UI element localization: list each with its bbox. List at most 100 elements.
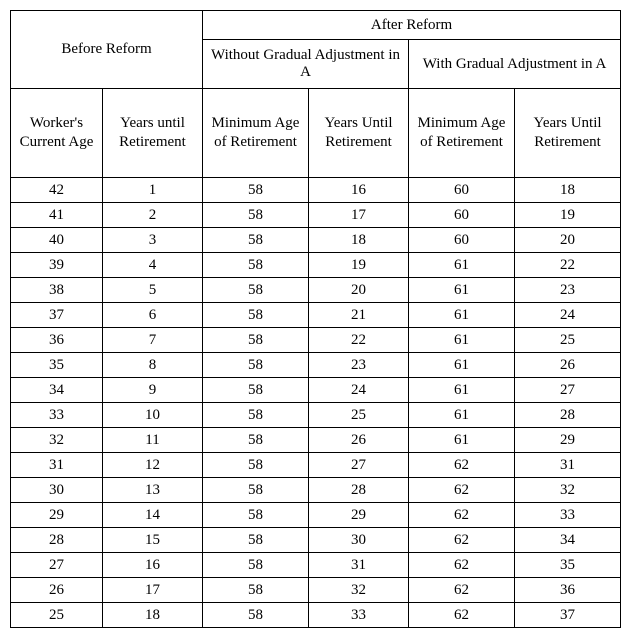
table-row: 42158166018 [11, 178, 621, 203]
table-row: 291458296233 [11, 503, 621, 528]
table-cell: 58 [203, 478, 309, 503]
table-cell: 42 [11, 178, 103, 203]
table-cell: 38 [11, 278, 103, 303]
table-cell: 37 [515, 603, 621, 628]
table-row: 331058256128 [11, 403, 621, 428]
table-cell: 35 [515, 553, 621, 578]
table-header: Before Reform After Reform Without Gradu… [11, 11, 621, 178]
table-cell: 61 [409, 378, 515, 403]
header-before-reform: Before Reform [11, 11, 203, 89]
table-cell: 35 [11, 353, 103, 378]
table-cell: 40 [11, 228, 103, 253]
table-cell: 58 [203, 503, 309, 528]
table-cell: 23 [309, 353, 409, 378]
table-cell: 2 [103, 203, 203, 228]
table-cell: 29 [515, 428, 621, 453]
table-cell: 11 [103, 428, 203, 453]
table-cell: 27 [309, 453, 409, 478]
table-cell: 19 [309, 253, 409, 278]
table-cell: 1 [103, 178, 203, 203]
table-cell: 7 [103, 328, 203, 353]
table-cell: 32 [309, 578, 409, 603]
table-cell: 58 [203, 253, 309, 278]
table-cell: 22 [515, 253, 621, 278]
table-cell: 34 [515, 528, 621, 553]
table-row: 261758326236 [11, 578, 621, 603]
table-cell: 8 [103, 353, 203, 378]
table-cell: 36 [11, 328, 103, 353]
table-cell: 31 [11, 453, 103, 478]
table-cell: 22 [309, 328, 409, 353]
table-cell: 61 [409, 353, 515, 378]
table-cell: 58 [203, 328, 309, 353]
table-row: 251858336237 [11, 603, 621, 628]
col-header-min-age-1: Minimum Age of Retirement [203, 89, 309, 178]
table-cell: 25 [11, 603, 103, 628]
table-cell: 28 [515, 403, 621, 428]
table-cell: 23 [515, 278, 621, 303]
table-cell: 25 [309, 403, 409, 428]
table-cell: 61 [409, 428, 515, 453]
table-cell: 62 [409, 453, 515, 478]
table-cell: 28 [11, 528, 103, 553]
table-cell: 32 [515, 478, 621, 503]
table-cell: 24 [515, 303, 621, 328]
table-cell: 21 [309, 303, 409, 328]
table-cell: 17 [309, 203, 409, 228]
table-cell: 33 [515, 503, 621, 528]
table-row: 271658316235 [11, 553, 621, 578]
table-cell: 20 [309, 278, 409, 303]
table-row: 38558206123 [11, 278, 621, 303]
table-cell: 20 [515, 228, 621, 253]
header-after-reform: After Reform [203, 11, 621, 40]
table-cell: 31 [515, 453, 621, 478]
col-header-years-until-3: Years Until Retirement [515, 89, 621, 178]
table-cell: 18 [103, 603, 203, 628]
table-cell: 4 [103, 253, 203, 278]
table-cell: 37 [11, 303, 103, 328]
table-cell: 30 [309, 528, 409, 553]
table-cell: 17 [103, 578, 203, 603]
table-row: 41258176019 [11, 203, 621, 228]
table-cell: 34 [11, 378, 103, 403]
table-cell: 61 [409, 278, 515, 303]
table-cell: 16 [103, 553, 203, 578]
table-cell: 60 [409, 203, 515, 228]
table-cell: 6 [103, 303, 203, 328]
table-cell: 58 [203, 553, 309, 578]
table-cell: 29 [309, 503, 409, 528]
table-cell: 32 [11, 428, 103, 453]
table-cell: 58 [203, 278, 309, 303]
table-cell: 58 [203, 203, 309, 228]
table-cell: 62 [409, 553, 515, 578]
table-cell: 60 [409, 178, 515, 203]
table-cell: 62 [409, 578, 515, 603]
table-cell: 5 [103, 278, 203, 303]
table-cell: 18 [515, 178, 621, 203]
table-cell: 33 [309, 603, 409, 628]
table-cell: 62 [409, 528, 515, 553]
table-cell: 31 [309, 553, 409, 578]
table-cell: 19 [515, 203, 621, 228]
table-row: 321158266129 [11, 428, 621, 453]
table-cell: 58 [203, 403, 309, 428]
table-cell: 12 [103, 453, 203, 478]
table-cell: 41 [11, 203, 103, 228]
table-cell: 61 [409, 328, 515, 353]
table-cell: 58 [203, 428, 309, 453]
table-row: 301358286232 [11, 478, 621, 503]
table-cell: 58 [203, 303, 309, 328]
table-cell: 29 [11, 503, 103, 528]
table-cell: 18 [309, 228, 409, 253]
col-header-years-until-1: Years until Retirement [103, 89, 203, 178]
table-cell: 60 [409, 228, 515, 253]
table-row: 37658216124 [11, 303, 621, 328]
table-row: 34958246127 [11, 378, 621, 403]
table-cell: 13 [103, 478, 203, 503]
table-cell: 3 [103, 228, 203, 253]
table-cell: 58 [203, 528, 309, 553]
table-cell: 30 [11, 478, 103, 503]
table-cell: 62 [409, 603, 515, 628]
table-cell: 26 [515, 353, 621, 378]
table-cell: 28 [309, 478, 409, 503]
